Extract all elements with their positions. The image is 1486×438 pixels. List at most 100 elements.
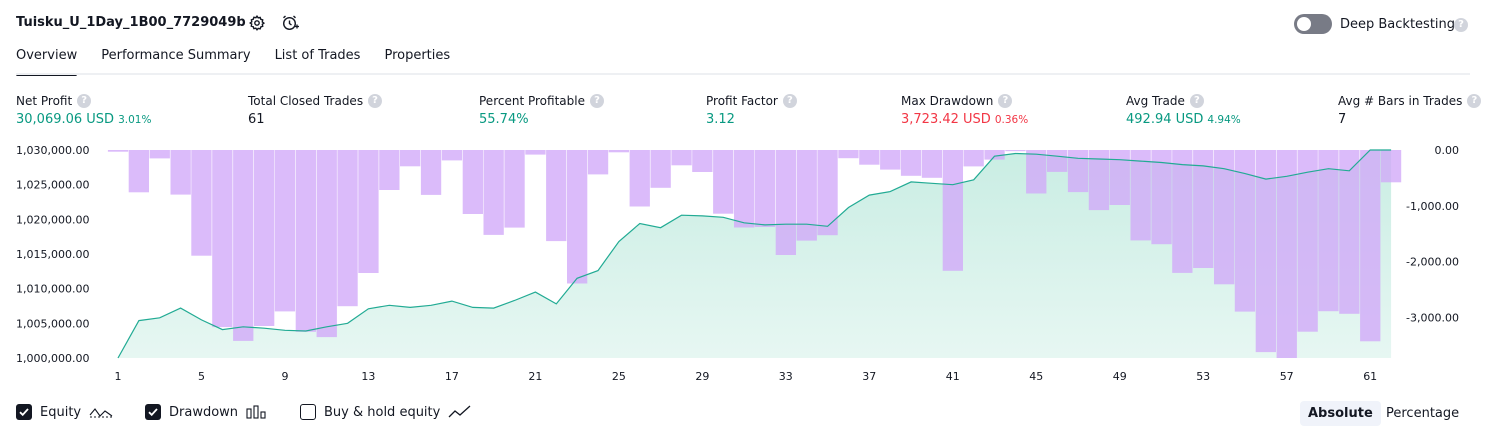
drawdown-bar (1026, 150, 1047, 194)
drawdown-bar (587, 150, 609, 175)
drawdown-bar (358, 150, 379, 273)
metric-value-row: 55.74% (479, 112, 604, 127)
x-axis-tick: 33 (779, 370, 793, 383)
drawdown-bar (880, 150, 901, 170)
drawdown-bar (942, 150, 963, 271)
drawdown-bar (650, 150, 671, 188)
info-icon[interactable]: ? (782, 94, 797, 108)
drawdown-bar (254, 150, 275, 326)
metric-label-text: Total Closed Trades (248, 94, 364, 108)
metric-percent-profitable: Percent Profitable? 55.74% (479, 94, 604, 127)
equity-axis-tick: 1,010,000.00 (16, 283, 89, 296)
drawdown-bar (1318, 150, 1339, 312)
equity-drawdown-chart: 1,030,000.00 1,025,000.00 1,020,000.00 1,01… (16, 144, 1459, 383)
drawdown-bar (859, 150, 880, 165)
drawdown-bars-icon (246, 405, 266, 419)
info-icon[interactable]: ? (77, 94, 92, 108)
tab-properties[interactable]: Properties (384, 48, 451, 63)
metric-label-text: Avg # Bars in Trades (1338, 94, 1463, 108)
info-icon[interactable]: ? (368, 94, 383, 108)
drawdown-bar (233, 150, 254, 341)
equity-line (117, 149, 1392, 359)
drawdown-bar (1234, 150, 1256, 312)
checkbox[interactable] (16, 404, 32, 420)
metric-label-text: Profit Factor (706, 94, 778, 108)
legend-drawdown[interactable]: Drawdown (145, 404, 266, 420)
drawdown-bar (1339, 150, 1360, 314)
legend-buy-hold-equity[interactable]: Buy & hold equity (300, 404, 472, 420)
drawdown-bar (1214, 150, 1235, 285)
metric-max-drawdown: Max Drawdown? 3,723.42 USD 0.36% (901, 94, 1028, 127)
drawdown-bar (984, 150, 1005, 160)
drawdown-axis-tick: -3,000.00 (1406, 312, 1459, 325)
drawdown-bar (1088, 150, 1110, 211)
info-icon[interactable]: ? (589, 94, 604, 108)
drawdown-bar (170, 150, 191, 195)
drawdown-bar (900, 150, 922, 176)
metric-percent: 3.01% (118, 114, 152, 126)
equity-axis-tick: 1,000,000.00 (16, 352, 89, 365)
tab-overview[interactable]: Overview (16, 48, 78, 76)
drawdown-bar (337, 150, 358, 307)
metric-value-row: 3.12 (706, 112, 797, 127)
metric-label-text: Avg Trade (1126, 94, 1185, 108)
equity-axis-tick: 1,030,000.00 (16, 144, 89, 157)
info-icon[interactable]: ? (1189, 94, 1204, 108)
metric-value-row: 3,723.42 USD 0.36% (901, 112, 1028, 127)
metric-value-row: 492.94 USD 4.94% (1126, 112, 1241, 127)
metric-label: Avg # Bars in Trades? (1338, 94, 1482, 108)
x-axis-tick: 37 (862, 370, 876, 383)
drawdown-bar (817, 150, 838, 236)
info-icon[interactable]: ? (998, 94, 1013, 108)
buy-hold-line-icon (448, 405, 472, 419)
absolute-mode-button[interactable]: Absolute (1300, 401, 1381, 426)
equity-area (118, 150, 1392, 358)
tab-performance-summary[interactable]: Performance Summary (101, 48, 251, 63)
x-axis-tick: 61 (1363, 370, 1377, 383)
x-axis-tick: 13 (361, 370, 375, 383)
deep-backtesting-label: Deep Backtesting (1340, 17, 1456, 32)
drawdown-bar (629, 150, 650, 207)
drawdown-bar (379, 150, 400, 190)
x-axis-tick: 25 (612, 370, 626, 383)
drawdown-bar (567, 150, 588, 284)
drawdown-bar (671, 150, 692, 166)
legend-label: Drawdown (169, 404, 239, 420)
equity-axis-tick: 1,015,000.00 (16, 248, 89, 261)
drawdown-bar (1255, 150, 1276, 353)
x-axis-tick: 17 (445, 370, 459, 383)
tab-list-of-trades[interactable]: List of Trades (274, 48, 361, 63)
legend-equity[interactable]: Equity (16, 404, 113, 420)
drawdown-bar (212, 150, 233, 328)
metric-value: 7 (1338, 112, 1347, 127)
metric-avg-bars-in-trades: Avg # Bars in Trades? 7 (1338, 94, 1482, 127)
legend-label: Buy & hold equity (324, 404, 441, 420)
drawdown-bar (504, 150, 525, 228)
tab-bar: Overview Performance Summary List of Trade… (16, 48, 474, 76)
drawdown-bar (1276, 150, 1297, 358)
metric-value: 30,069.06 USD (16, 112, 115, 127)
x-axis-tick: 45 (1029, 370, 1043, 383)
deep-backtesting-help-icon[interactable]: ? (1454, 18, 1468, 32)
add-alert-clock-icon[interactable] (281, 14, 299, 32)
equity-axis-tick: 1,005,000.00 (16, 317, 89, 330)
metric-percent: 4.94% (1207, 114, 1241, 126)
drawdown-bar (525, 150, 546, 155)
drawdown-axis-tick: -2,000.00 (1406, 256, 1459, 269)
metric-avg-trade: Avg Trade? 492.94 USD 4.94% (1126, 94, 1241, 127)
metric-label-text: Max Drawdown (901, 94, 994, 108)
deep-backtesting-toggle[interactable] (1294, 14, 1332, 34)
settings-gear-icon[interactable] (248, 14, 266, 32)
drawdown-bar (921, 150, 943, 178)
drawdown-bar (963, 150, 984, 167)
drawdown-bar (546, 150, 567, 242)
info-icon[interactable]: ? (1467, 94, 1482, 108)
metric-total-closed-trades: Total Closed Trades? 61 (248, 94, 383, 127)
drawdown-bar (149, 150, 170, 159)
metric-label: Profit Factor? (706, 94, 797, 108)
checkbox[interactable] (145, 404, 161, 420)
checkbox[interactable] (300, 404, 316, 420)
metric-value: 61 (248, 112, 265, 127)
percentage-mode-button[interactable]: Percentage (1386, 406, 1460, 421)
drawdown-bar (128, 150, 149, 193)
